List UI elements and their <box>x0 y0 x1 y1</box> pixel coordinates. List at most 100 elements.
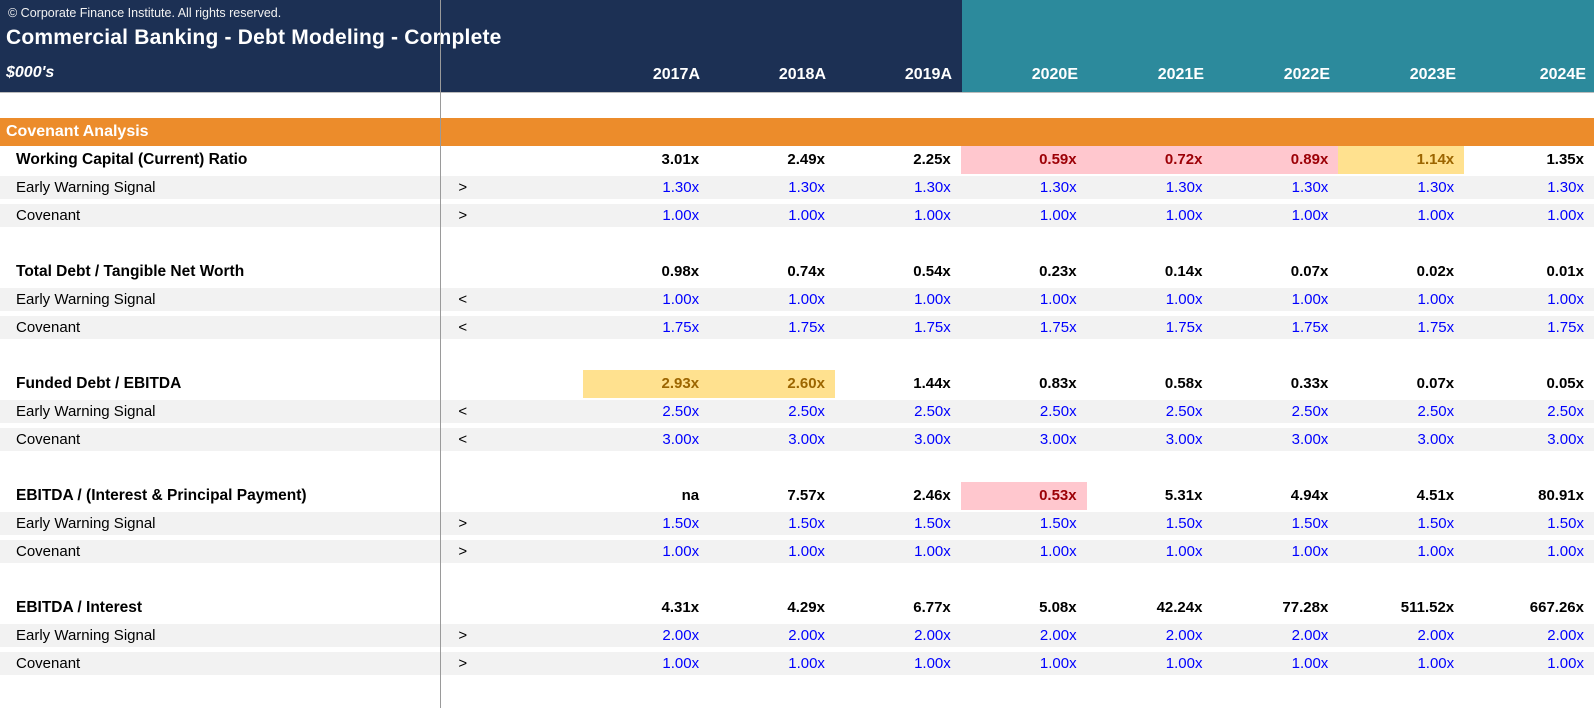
metric-value-2021E[interactable]: 0.58x <box>1164 375 1203 392</box>
covenant-value-2019A[interactable]: 1.75x <box>914 319 951 336</box>
ews-value-2023E[interactable]: 2.00x <box>1417 627 1455 644</box>
metric-value-2023E[interactable]: 511.52x <box>1400 599 1455 616</box>
covenant-value-2020E[interactable]: 1.00x <box>1039 655 1077 672</box>
ews-value-2021E[interactable]: 1.00x <box>1165 291 1203 308</box>
ews-value-2022E[interactable]: 1.50x <box>1291 515 1329 532</box>
ews-value-2023E[interactable]: 1.00x <box>1417 291 1455 308</box>
covenant-value-2018A[interactable]: 1.00x <box>788 655 825 672</box>
metric-value-2024E[interactable]: 0.05x <box>1546 375 1584 392</box>
covenant-value-2021E[interactable]: 1.00x <box>1165 543 1203 560</box>
ews-label[interactable]: Early Warning Signal <box>16 627 156 644</box>
ews-value-2024E[interactable]: 2.00x <box>1547 627 1584 644</box>
metric-value-2022E[interactable]: 77.28x <box>1282 599 1329 616</box>
metric-value-2018A[interactable]: 2.49x <box>787 151 825 168</box>
covenant-value-2018A[interactable]: 3.00x <box>788 431 825 448</box>
metric-value-2020E[interactable]: 5.08x <box>1039 599 1077 616</box>
metric-label[interactable]: Funded Debt / EBITDA <box>16 375 182 392</box>
metric-value-2024E[interactable]: 667.26x <box>1529 599 1584 616</box>
ews-label[interactable]: Early Warning Signal <box>16 291 156 308</box>
covenant-label[interactable]: Covenant <box>16 543 81 560</box>
ews-value-2019A[interactable]: 1.30x <box>914 179 951 196</box>
metric-value-2017A[interactable]: 4.31x <box>661 599 700 616</box>
ews-label[interactable]: Early Warning Signal <box>16 403 156 420</box>
year-header-2024E[interactable]: 2024E <box>1539 66 1586 83</box>
covenant-value-2018A[interactable]: 1.00x <box>788 543 825 560</box>
metric-value-2018A[interactable]: 2.60x <box>709 370 835 398</box>
year-header-2020E[interactable]: 2020E <box>1031 66 1078 83</box>
metric-value-2019A[interactable]: 1.44x <box>913 375 951 392</box>
covenant-value-2021E[interactable]: 1.00x <box>1165 655 1203 672</box>
metric-value-2022E[interactable]: 0.07x <box>1290 263 1329 280</box>
metric-value-2019A[interactable]: 2.46x <box>913 487 951 504</box>
ews-operator[interactable]: > <box>458 627 468 644</box>
metric-value-2020E[interactable]: 0.83x <box>1039 375 1077 392</box>
metric-label[interactable]: Total Debt / Tangible Net Worth <box>16 263 245 280</box>
ews-operator[interactable]: > <box>458 179 468 196</box>
covenant-value-2022E[interactable]: 1.00x <box>1291 207 1329 224</box>
ews-value-2018A[interactable]: 1.50x <box>788 515 825 532</box>
covenant-value-2018A[interactable]: 1.75x <box>788 319 825 336</box>
metric-value-2017A[interactable]: na <box>681 487 700 504</box>
ews-value-2024E[interactable]: 2.50x <box>1547 403 1584 420</box>
ews-value-2024E[interactable]: 1.50x <box>1547 515 1584 532</box>
covenant-label[interactable]: Covenant <box>16 207 81 224</box>
covenant-value-2020E[interactable]: 1.00x <box>1039 207 1077 224</box>
covenant-value-2019A[interactable]: 1.00x <box>914 655 951 672</box>
covenant-value-2019A[interactable]: 3.00x <box>914 431 951 448</box>
covenant-value-2017A[interactable]: 1.00x <box>662 655 700 672</box>
metric-value-2023E[interactable]: 0.02x <box>1416 263 1455 280</box>
metric-value-2019A[interactable]: 2.25x <box>913 151 951 168</box>
covenant-value-2020E[interactable]: 1.00x <box>1039 543 1077 560</box>
year-header-2021E[interactable]: 2021E <box>1157 66 1204 83</box>
metric-value-2022E[interactable]: 0.33x <box>1290 375 1329 392</box>
metric-value-2024E[interactable]: 1.35x <box>1546 151 1584 168</box>
metric-value-2018A[interactable]: 0.74x <box>787 263 825 280</box>
covenant-value-2020E[interactable]: 3.00x <box>1039 431 1077 448</box>
ews-value-2017A[interactable]: 2.00x <box>662 627 700 644</box>
metric-value-2021E[interactable]: 5.31x <box>1164 487 1203 504</box>
metric-value-2020E[interactable]: 0.53x <box>960 482 1087 510</box>
ews-value-2020E[interactable]: 2.00x <box>1039 627 1077 644</box>
year-header-2018A[interactable]: 2018A <box>778 66 826 83</box>
year-header-2019A[interactable]: 2019A <box>904 66 952 83</box>
ews-label[interactable]: Early Warning Signal <box>16 179 156 196</box>
metric-value-2018A[interactable]: 7.57x <box>787 487 825 504</box>
ews-value-2023E[interactable]: 1.30x <box>1417 179 1455 196</box>
ews-value-2019A[interactable]: 2.00x <box>914 627 951 644</box>
covenant-value-2024E[interactable]: 3.00x <box>1547 431 1584 448</box>
ews-value-2019A[interactable]: 1.50x <box>914 515 951 532</box>
ews-value-2017A[interactable]: 1.50x <box>662 515 700 532</box>
covenant-value-2024E[interactable]: 1.75x <box>1547 319 1584 336</box>
covenant-operator[interactable]: > <box>458 207 468 224</box>
year-header-2017A[interactable]: 2017A <box>652 66 700 83</box>
metric-value-2023E[interactable]: 4.51x <box>1416 487 1455 504</box>
covenant-value-2021E[interactable]: 1.75x <box>1165 319 1203 336</box>
covenant-value-2022E[interactable]: 3.00x <box>1291 431 1329 448</box>
covenant-value-2023E[interactable]: 1.75x <box>1417 319 1455 336</box>
covenant-value-2023E[interactable]: 1.00x <box>1417 207 1455 224</box>
metric-value-2021E[interactable]: 42.24x <box>1156 599 1203 616</box>
ews-value-2018A[interactable]: 1.00x <box>788 291 825 308</box>
metric-value-2020E[interactable]: 0.59x <box>960 146 1087 174</box>
ews-value-2021E[interactable]: 1.50x <box>1165 515 1203 532</box>
covenant-value-2022E[interactable]: 1.75x <box>1291 319 1329 336</box>
ews-value-2024E[interactable]: 1.00x <box>1547 291 1584 308</box>
covenant-label[interactable]: Covenant <box>16 319 81 336</box>
metric-label[interactable]: Working Capital (Current) Ratio <box>16 151 248 168</box>
covenant-operator[interactable]: > <box>458 655 468 672</box>
metric-value-2019A[interactable]: 0.54x <box>913 263 951 280</box>
covenant-operator[interactable]: < <box>458 431 468 448</box>
ews-value-2018A[interactable]: 2.50x <box>788 403 825 420</box>
ews-value-2022E[interactable]: 1.30x <box>1291 179 1329 196</box>
ews-value-2020E[interactable]: 1.30x <box>1039 179 1077 196</box>
ews-value-2018A[interactable]: 2.00x <box>788 627 825 644</box>
metric-value-2024E[interactable]: 80.91x <box>1538 487 1584 504</box>
ews-value-2019A[interactable]: 2.50x <box>914 403 951 420</box>
metric-value-2017A[interactable]: 0.98x <box>661 263 700 280</box>
metric-value-2021E[interactable]: 0.14x <box>1164 263 1203 280</box>
year-header-2022E[interactable]: 2022E <box>1283 66 1330 83</box>
covenant-value-2021E[interactable]: 1.00x <box>1165 207 1203 224</box>
ews-value-2023E[interactable]: 1.50x <box>1417 515 1455 532</box>
metric-value-2018A[interactable]: 4.29x <box>787 599 825 616</box>
ews-value-2022E[interactable]: 2.00x <box>1291 627 1329 644</box>
